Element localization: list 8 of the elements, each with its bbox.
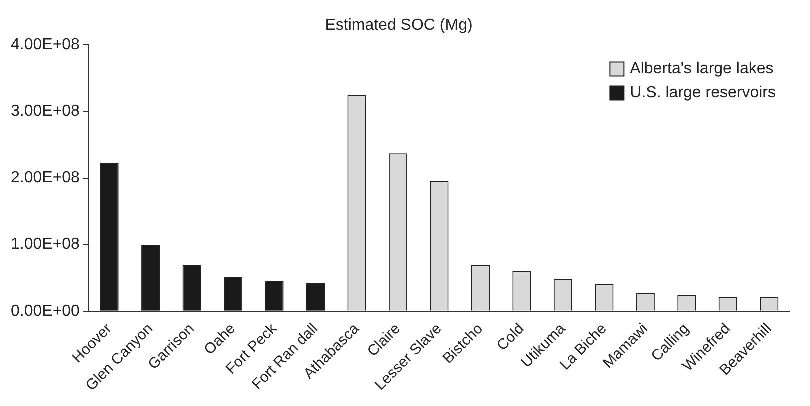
legend-label: Alberta's large lakes <box>630 60 774 78</box>
y-tick-label: 4.00E+08 <box>11 36 80 54</box>
legend-label: U.S. large reservoirs <box>630 84 776 102</box>
y-tick-label: 0.00E+00 <box>11 302 80 320</box>
y-tick-label: 1.00E+08 <box>11 236 80 254</box>
y-tick-label: 2.00E+08 <box>11 170 80 187</box>
y-tick-label: 3.00E+08 <box>11 103 80 120</box>
chart-title: Estimated SOC (Mg) <box>325 17 473 34</box>
